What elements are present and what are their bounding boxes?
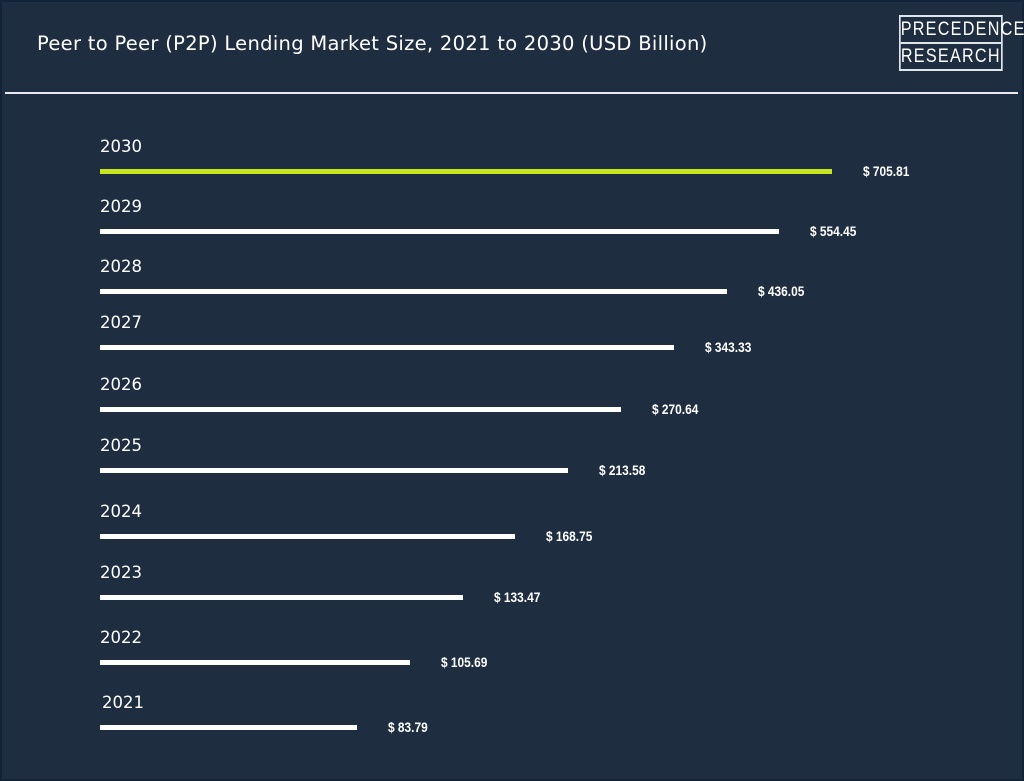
category-label-2028: 2028	[100, 257, 142, 276]
logo-line-2: RESEARCH	[900, 46, 1001, 67]
category-label-2026: 2026	[100, 375, 142, 394]
value-label-2029: $ 554.45	[810, 223, 857, 239]
value-label-2024: $ 168.75	[546, 528, 593, 544]
category-label-2027: 2027	[100, 313, 142, 332]
value-label-2022: $ 105.69	[440, 654, 488, 670]
bar-2027	[100, 345, 674, 350]
value-label-2026: $ 270.64	[652, 401, 699, 417]
logo-line-1: PRECEDENCE	[900, 17, 1024, 44]
bar-2023	[100, 595, 463, 600]
title-divider	[5, 92, 1018, 94]
chart-title: Peer to Peer (P2P) Lending Market Size, …	[37, 32, 708, 55]
bar-2028	[100, 289, 727, 294]
category-label-2022: 2022	[100, 628, 142, 647]
value-label-2028: $ 436.05	[757, 283, 804, 299]
category-label-2021: 2021	[102, 693, 144, 712]
category-label-2029: 2029	[100, 197, 142, 216]
bar-2024	[100, 534, 516, 539]
value-label-2025: $ 213.58	[599, 462, 646, 478]
category-label-2030: 2030	[100, 137, 142, 156]
value-label-2023: $ 133.47	[493, 589, 540, 605]
bar-2025	[100, 468, 569, 473]
bar-2022	[100, 660, 410, 665]
bar-2029	[100, 229, 780, 234]
precedence-research-logo: PRECEDENCE RESEARCH	[899, 15, 1024, 71]
value-label-2030: $ 705.81	[863, 163, 910, 179]
value-label-2027: $ 343.33	[704, 339, 752, 355]
bar-2026	[100, 407, 621, 412]
category-label-2025: 2025	[100, 436, 142, 455]
bar-2030	[100, 169, 833, 174]
category-label-2023: 2023	[100, 563, 142, 582]
category-label-2024: 2024	[100, 502, 142, 521]
bar-2021	[100, 725, 357, 730]
value-label-2021: $ 83.79	[388, 719, 428, 735]
